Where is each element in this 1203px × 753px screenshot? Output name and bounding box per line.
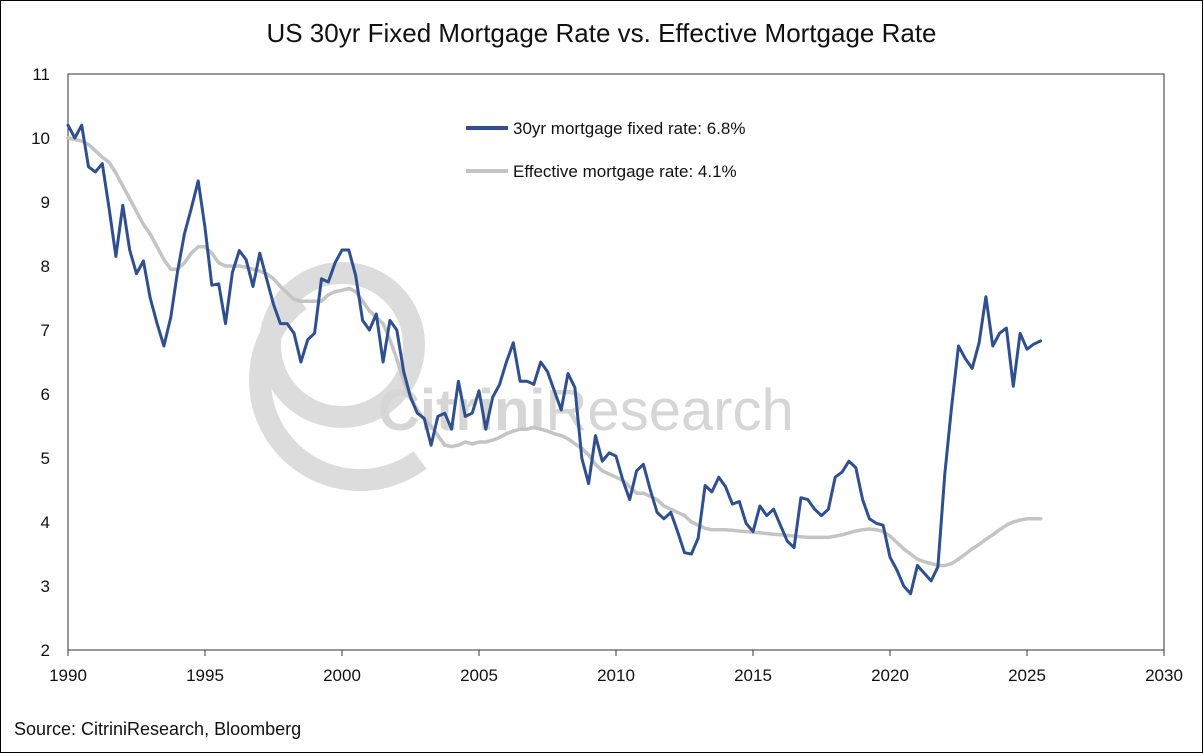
x-tick-label: 2005 <box>460 666 498 685</box>
source-note: Source: CitriniResearch, Bloomberg <box>14 719 302 739</box>
watermark: CitriniResearch <box>249 262 794 491</box>
watermark-logo-arc <box>249 291 427 491</box>
x-tick-label: 2025 <box>1008 666 1046 685</box>
legend: 30yr mortgage fixed rate: 6.8% Effective… <box>466 119 745 181</box>
y-tick-label: 2 <box>41 641 50 660</box>
y-tick-label: 7 <box>41 321 50 340</box>
series-lines <box>66 123 1043 596</box>
chart-title: US 30yr Fixed Mortgage Rate vs. Effectiv… <box>266 18 937 48</box>
x-tick-label: 2015 <box>734 666 772 685</box>
series-line-fixed-rate <box>66 123 1043 596</box>
x-tick-label: 2000 <box>323 666 361 685</box>
x-tick-label: 2010 <box>597 666 635 685</box>
watermark-bold: Citrini <box>378 378 546 443</box>
x-tick-label: 1990 <box>49 666 87 685</box>
y-tick-label: 5 <box>41 449 50 468</box>
svg-text:CitriniResearch: CitriniResearch <box>378 378 794 443</box>
y-axis: 2 3 4 5 6 7 8 9 10 11 <box>31 65 50 660</box>
y-tick-label: 6 <box>41 385 50 404</box>
y-tick-label: 3 <box>41 577 50 596</box>
legend-label-effective-rate: Effective mortgage rate: 4.1% <box>513 162 737 181</box>
plot-area <box>67 73 1165 651</box>
y-tick-label: 11 <box>32 65 50 84</box>
x-tick-label: 2020 <box>871 666 909 685</box>
x-axis: 1990 1995 2000 2005 2010 2015 2020 2025 2030 <box>49 650 1183 685</box>
x-tick-label: 2030 <box>1145 666 1183 685</box>
legend-label-fixed-rate: 30yr mortgage fixed rate: 6.8% <box>513 119 745 138</box>
watermark-light: Research <box>546 378 794 443</box>
y-tick-label: 9 <box>41 193 50 212</box>
y-tick-label: 8 <box>41 257 50 276</box>
y-tick-label: 4 <box>41 513 50 532</box>
series-line-effective-rate <box>66 136 1043 568</box>
y-tick-label: 10 <box>31 129 50 148</box>
x-tick-label: 1995 <box>186 666 224 685</box>
